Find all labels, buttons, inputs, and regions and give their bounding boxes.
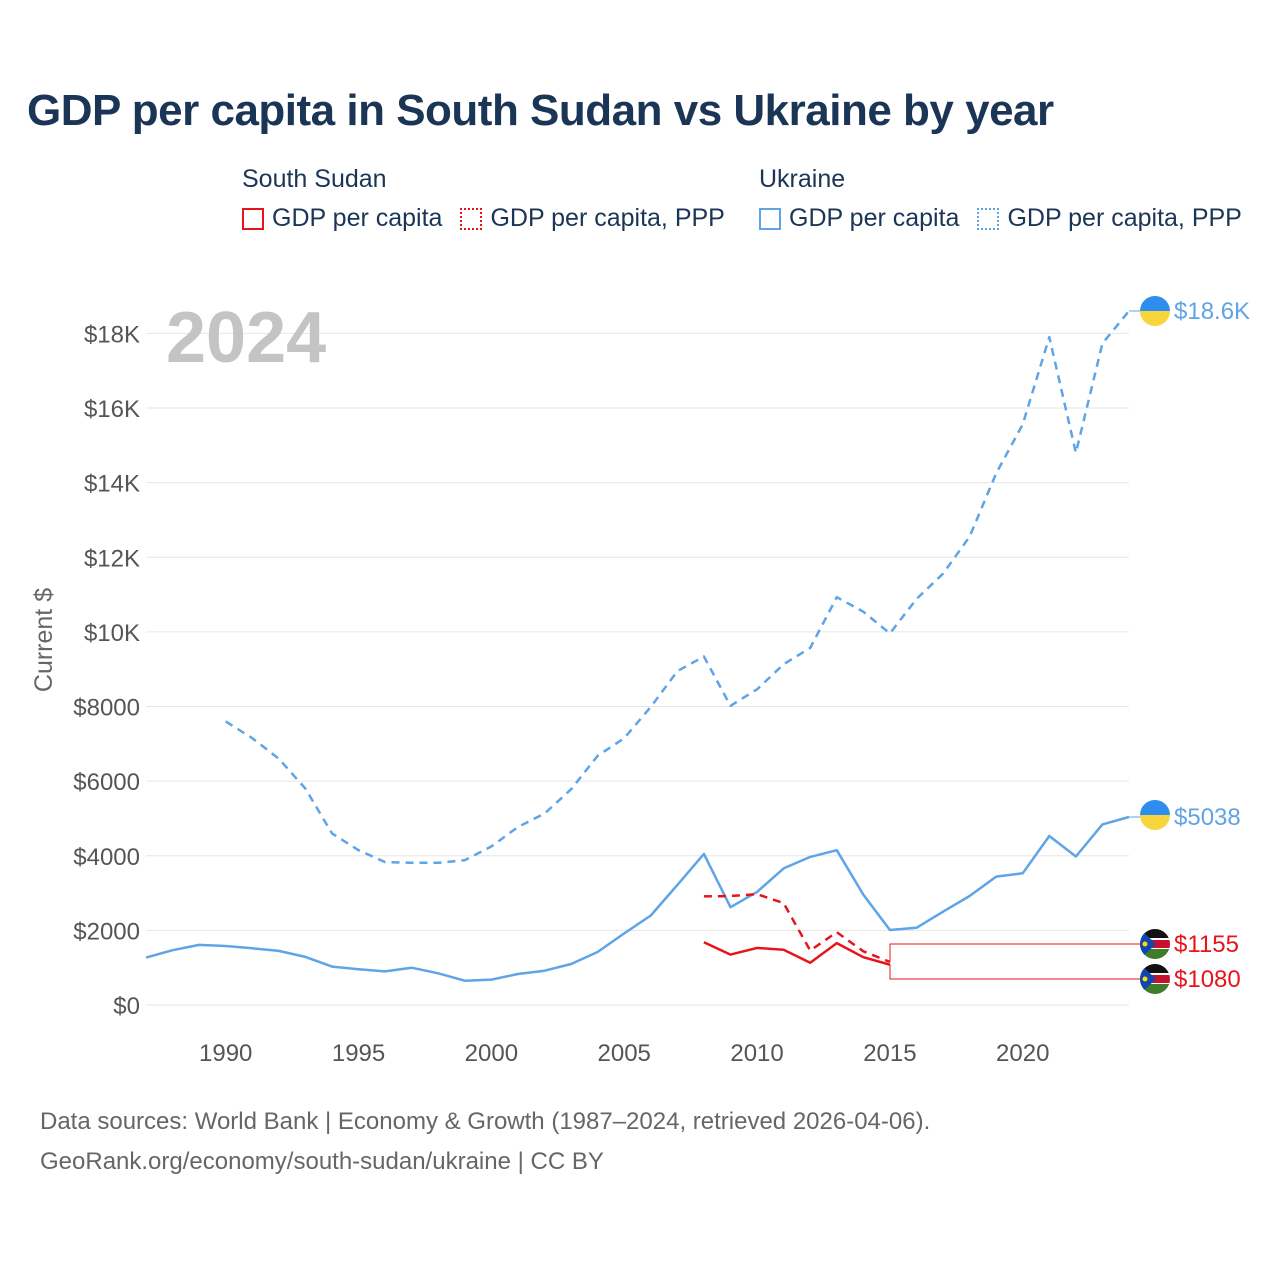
y-tick-label: $2000 bbox=[73, 918, 140, 945]
y-axis-label: Current $ bbox=[30, 588, 58, 692]
legend-country-ukraine: Ukraine bbox=[759, 165, 846, 193]
legend-label: GDP per capita bbox=[789, 204, 960, 232]
y-tick-label: $4000 bbox=[73, 844, 140, 871]
series-line-ukraine-gdp-per-capita-ppp bbox=[225, 310, 1130, 865]
legend-swatch-solid-icon bbox=[759, 207, 781, 230]
legend-group-ukraine: Ukraine GDP per capita GDP per capita, P… bbox=[759, 162, 1260, 233]
y-tick-label: $0 bbox=[113, 993, 140, 1020]
x-tick-label: 2010 bbox=[730, 1040, 783, 1067]
footer-sources: Data sources: World Bank | Economy & Gro… bbox=[40, 1108, 931, 1135]
y-tick-label: $12K bbox=[84, 545, 140, 572]
y-tick-label: $6000 bbox=[73, 769, 140, 796]
legend-country-south-sudan: South Sudan bbox=[242, 165, 387, 193]
flag-ukraine-ppp-icon bbox=[1140, 296, 1170, 326]
series-line-ukraine-gdp-per-capita bbox=[145, 815, 1130, 982]
legend-item-south-sudan-gdp-ppp[interactable]: GDP per capita, PPP bbox=[460, 204, 725, 233]
label-connector bbox=[889, 964, 1140, 980]
x-tick-label: 1990 bbox=[199, 1040, 252, 1067]
end-value-label: $5038 bbox=[1174, 804, 1241, 831]
x-tick-label: 2020 bbox=[996, 1040, 1049, 1067]
end-value-label: $18.6K bbox=[1174, 298, 1250, 325]
footer-attribution: GeoRank.org/economy/south-sudan/ukraine … bbox=[40, 1148, 604, 1175]
year-watermark: 2024 bbox=[166, 298, 326, 378]
x-tick-label: 2015 bbox=[863, 1040, 916, 1067]
y-tick-label: $18K bbox=[84, 321, 140, 348]
legend-label: GDP per capita, PPP bbox=[1007, 204, 1242, 232]
legend-group-south-sudan: South Sudan GDP per capita GDP per capit… bbox=[242, 162, 743, 233]
y-tick-label: $16K bbox=[84, 396, 140, 423]
y-tick-label: $14K bbox=[84, 471, 140, 498]
legend-item-south-sudan-gdp[interactable]: GDP per capita bbox=[242, 204, 442, 233]
legend-item-ukraine-gdp[interactable]: GDP per capita bbox=[759, 204, 959, 233]
legend-swatch-solid-icon bbox=[242, 207, 264, 230]
x-tick-label: 2000 bbox=[465, 1040, 518, 1067]
end-value-label: $1080 bbox=[1174, 966, 1241, 993]
legend-label: GDP per capita, PPP bbox=[490, 204, 725, 232]
end-value-label: $1155 bbox=[1174, 931, 1239, 958]
flag-south-sudan-ppp-icon bbox=[1140, 929, 1170, 959]
x-tick-label: 2005 bbox=[598, 1040, 651, 1067]
x-tick-label: 1995 bbox=[332, 1040, 385, 1067]
legend-swatch-dotted-icon bbox=[460, 207, 483, 230]
y-tick-label: $8000 bbox=[73, 695, 140, 722]
flag-ukraine-gdp-icon bbox=[1140, 800, 1170, 830]
label-connector bbox=[889, 943, 1140, 963]
y-tick-label: $10K bbox=[84, 620, 140, 647]
series-line-south-sudan-gdp-per-capita-ppp bbox=[703, 892, 891, 964]
chart-title: GDP per capita in South Sudan vs Ukraine… bbox=[27, 86, 1054, 135]
flag-south-sudan-gdp-icon bbox=[1140, 964, 1170, 994]
legend-swatch-dotted-icon bbox=[977, 207, 1000, 230]
series-line-south-sudan-gdp-per-capita bbox=[703, 941, 891, 966]
legend-label: GDP per capita bbox=[272, 204, 443, 232]
legend-item-ukraine-gdp-ppp[interactable]: GDP per capita, PPP bbox=[977, 204, 1242, 233]
